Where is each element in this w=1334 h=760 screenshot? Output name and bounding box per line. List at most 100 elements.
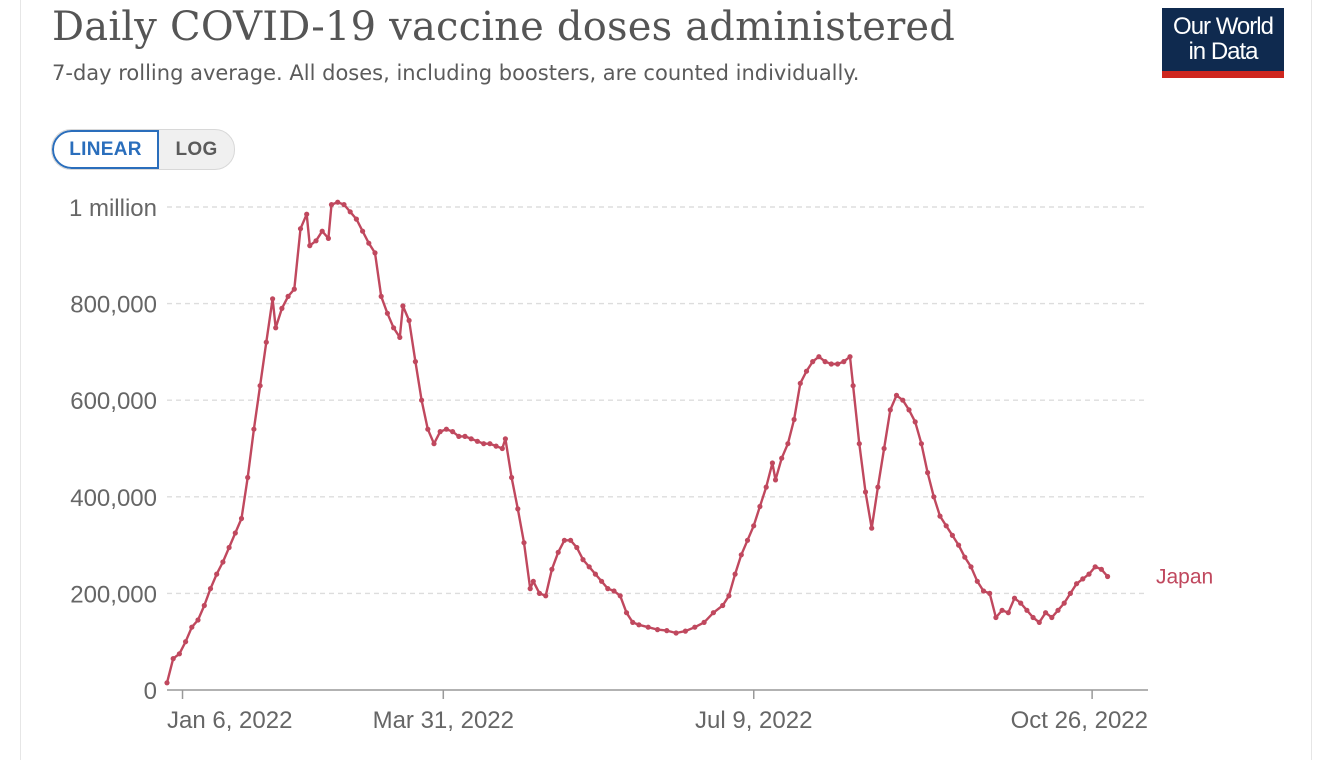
data-point[interactable] (847, 354, 853, 360)
data-point[interactable] (279, 305, 285, 311)
owid-logo[interactable]: Our World in Data (1162, 8, 1284, 78)
data-point[interactable] (226, 544, 232, 551)
data-point[interactable] (1055, 607, 1061, 613)
data-point[interactable] (285, 293, 291, 299)
data-point[interactable] (1024, 607, 1030, 613)
data-point[interactable] (592, 571, 599, 577)
data-point[interactable] (474, 438, 480, 444)
data-point[interactable] (682, 628, 689, 634)
data-point[interactable] (176, 651, 182, 657)
data-point[interactable] (220, 559, 226, 565)
data-point[interactable] (1086, 571, 1092, 577)
data-point[interactable] (335, 199, 341, 205)
data-point[interactable] (869, 525, 875, 531)
data-point[interactable] (816, 354, 822, 360)
data-point[interactable] (1098, 566, 1104, 572)
data-point[interactable] (710, 610, 717, 616)
data-point[interactable] (313, 238, 319, 244)
data-point[interactable] (509, 474, 515, 481)
data-point[interactable] (1074, 581, 1080, 587)
data-point[interactable] (586, 564, 592, 570)
data-point[interactable] (1061, 600, 1067, 606)
data-point[interactable] (1092, 564, 1098, 570)
data-point[interactable] (772, 477, 779, 483)
data-point[interactable] (791, 416, 797, 423)
data-point[interactable] (1005, 610, 1011, 616)
data-point[interactable] (726, 593, 732, 599)
data-point[interactable] (291, 286, 297, 292)
data-point[interactable] (974, 578, 980, 584)
data-point[interactable] (987, 590, 993, 597)
data-point[interactable] (623, 610, 630, 616)
data-point[interactable] (751, 523, 757, 529)
data-point[interactable] (304, 211, 310, 217)
data-point[interactable] (555, 549, 561, 555)
data-point[interactable] (214, 571, 220, 577)
data-point[interactable] (183, 639, 189, 645)
data-point[interactable] (744, 537, 751, 543)
data-point[interactable] (912, 419, 918, 425)
data-point[interactable] (397, 334, 403, 340)
data-point[interactable] (887, 407, 893, 413)
data-point[interactable] (530, 578, 536, 584)
data-point[interactable] (881, 445, 887, 452)
data-point[interactable] (918, 441, 925, 447)
data-point[interactable] (925, 470, 931, 476)
data-point[interactable] (499, 445, 505, 452)
data-point[interactable] (757, 503, 763, 510)
data-point[interactable] (803, 368, 810, 374)
data-point[interactable] (862, 489, 869, 495)
data-point[interactable] (900, 397, 906, 403)
data-point[interactable] (841, 359, 847, 365)
data-point[interactable] (949, 532, 956, 539)
data-point[interactable] (297, 226, 304, 232)
data-point[interactable] (195, 617, 201, 623)
data-point[interactable] (893, 392, 900, 398)
data-point[interactable] (645, 624, 651, 630)
data-point[interactable] (856, 441, 862, 447)
series-line-japan[interactable] (165, 201, 1109, 684)
data-point[interactable] (372, 250, 378, 256)
data-point[interactable] (654, 627, 661, 633)
data-point[interactable] (568, 537, 574, 543)
data-point[interactable] (769, 460, 776, 466)
data-point[interactable] (487, 441, 493, 447)
data-point[interactable] (353, 216, 359, 222)
data-point[interactable] (443, 426, 449, 432)
data-point[interactable] (599, 578, 605, 584)
data-point[interactable] (170, 656, 176, 662)
data-point[interactable] (543, 593, 549, 599)
data-point[interactable] (549, 566, 555, 572)
data-point[interactable] (580, 557, 586, 563)
data-point[interactable] (456, 433, 462, 439)
data-point[interactable] (875, 484, 881, 490)
data-point[interactable] (1080, 576, 1086, 582)
data-point[interactable] (1105, 573, 1111, 580)
data-point[interactable] (527, 586, 533, 592)
log-scale-button[interactable]: LOG (175, 138, 218, 160)
data-point[interactable] (521, 540, 527, 546)
data-point[interactable] (493, 443, 499, 449)
data-point[interactable] (270, 296, 276, 302)
data-point[interactable] (189, 624, 195, 630)
data-point[interactable] (931, 494, 937, 500)
data-point[interactable] (1011, 595, 1018, 601)
data-point[interactable] (999, 607, 1005, 613)
data-point[interactable] (1018, 600, 1024, 606)
data-point[interactable] (257, 383, 263, 389)
data-point[interactable] (993, 614, 999, 621)
data-point[interactable] (412, 359, 418, 365)
data-point[interactable] (366, 240, 372, 246)
data-point[interactable] (779, 455, 785, 461)
data-point[interactable] (328, 202, 335, 208)
data-point[interactable] (673, 630, 679, 636)
data-point[interactable] (502, 436, 508, 442)
data-point[interactable] (319, 228, 325, 234)
data-point[interactable] (943, 523, 949, 529)
data-point[interactable] (968, 564, 974, 570)
data-point[interactable] (425, 426, 431, 432)
data-point[interactable] (617, 593, 623, 599)
data-point[interactable] (692, 624, 698, 630)
data-point[interactable] (980, 588, 987, 594)
data-point[interactable] (341, 202, 347, 208)
